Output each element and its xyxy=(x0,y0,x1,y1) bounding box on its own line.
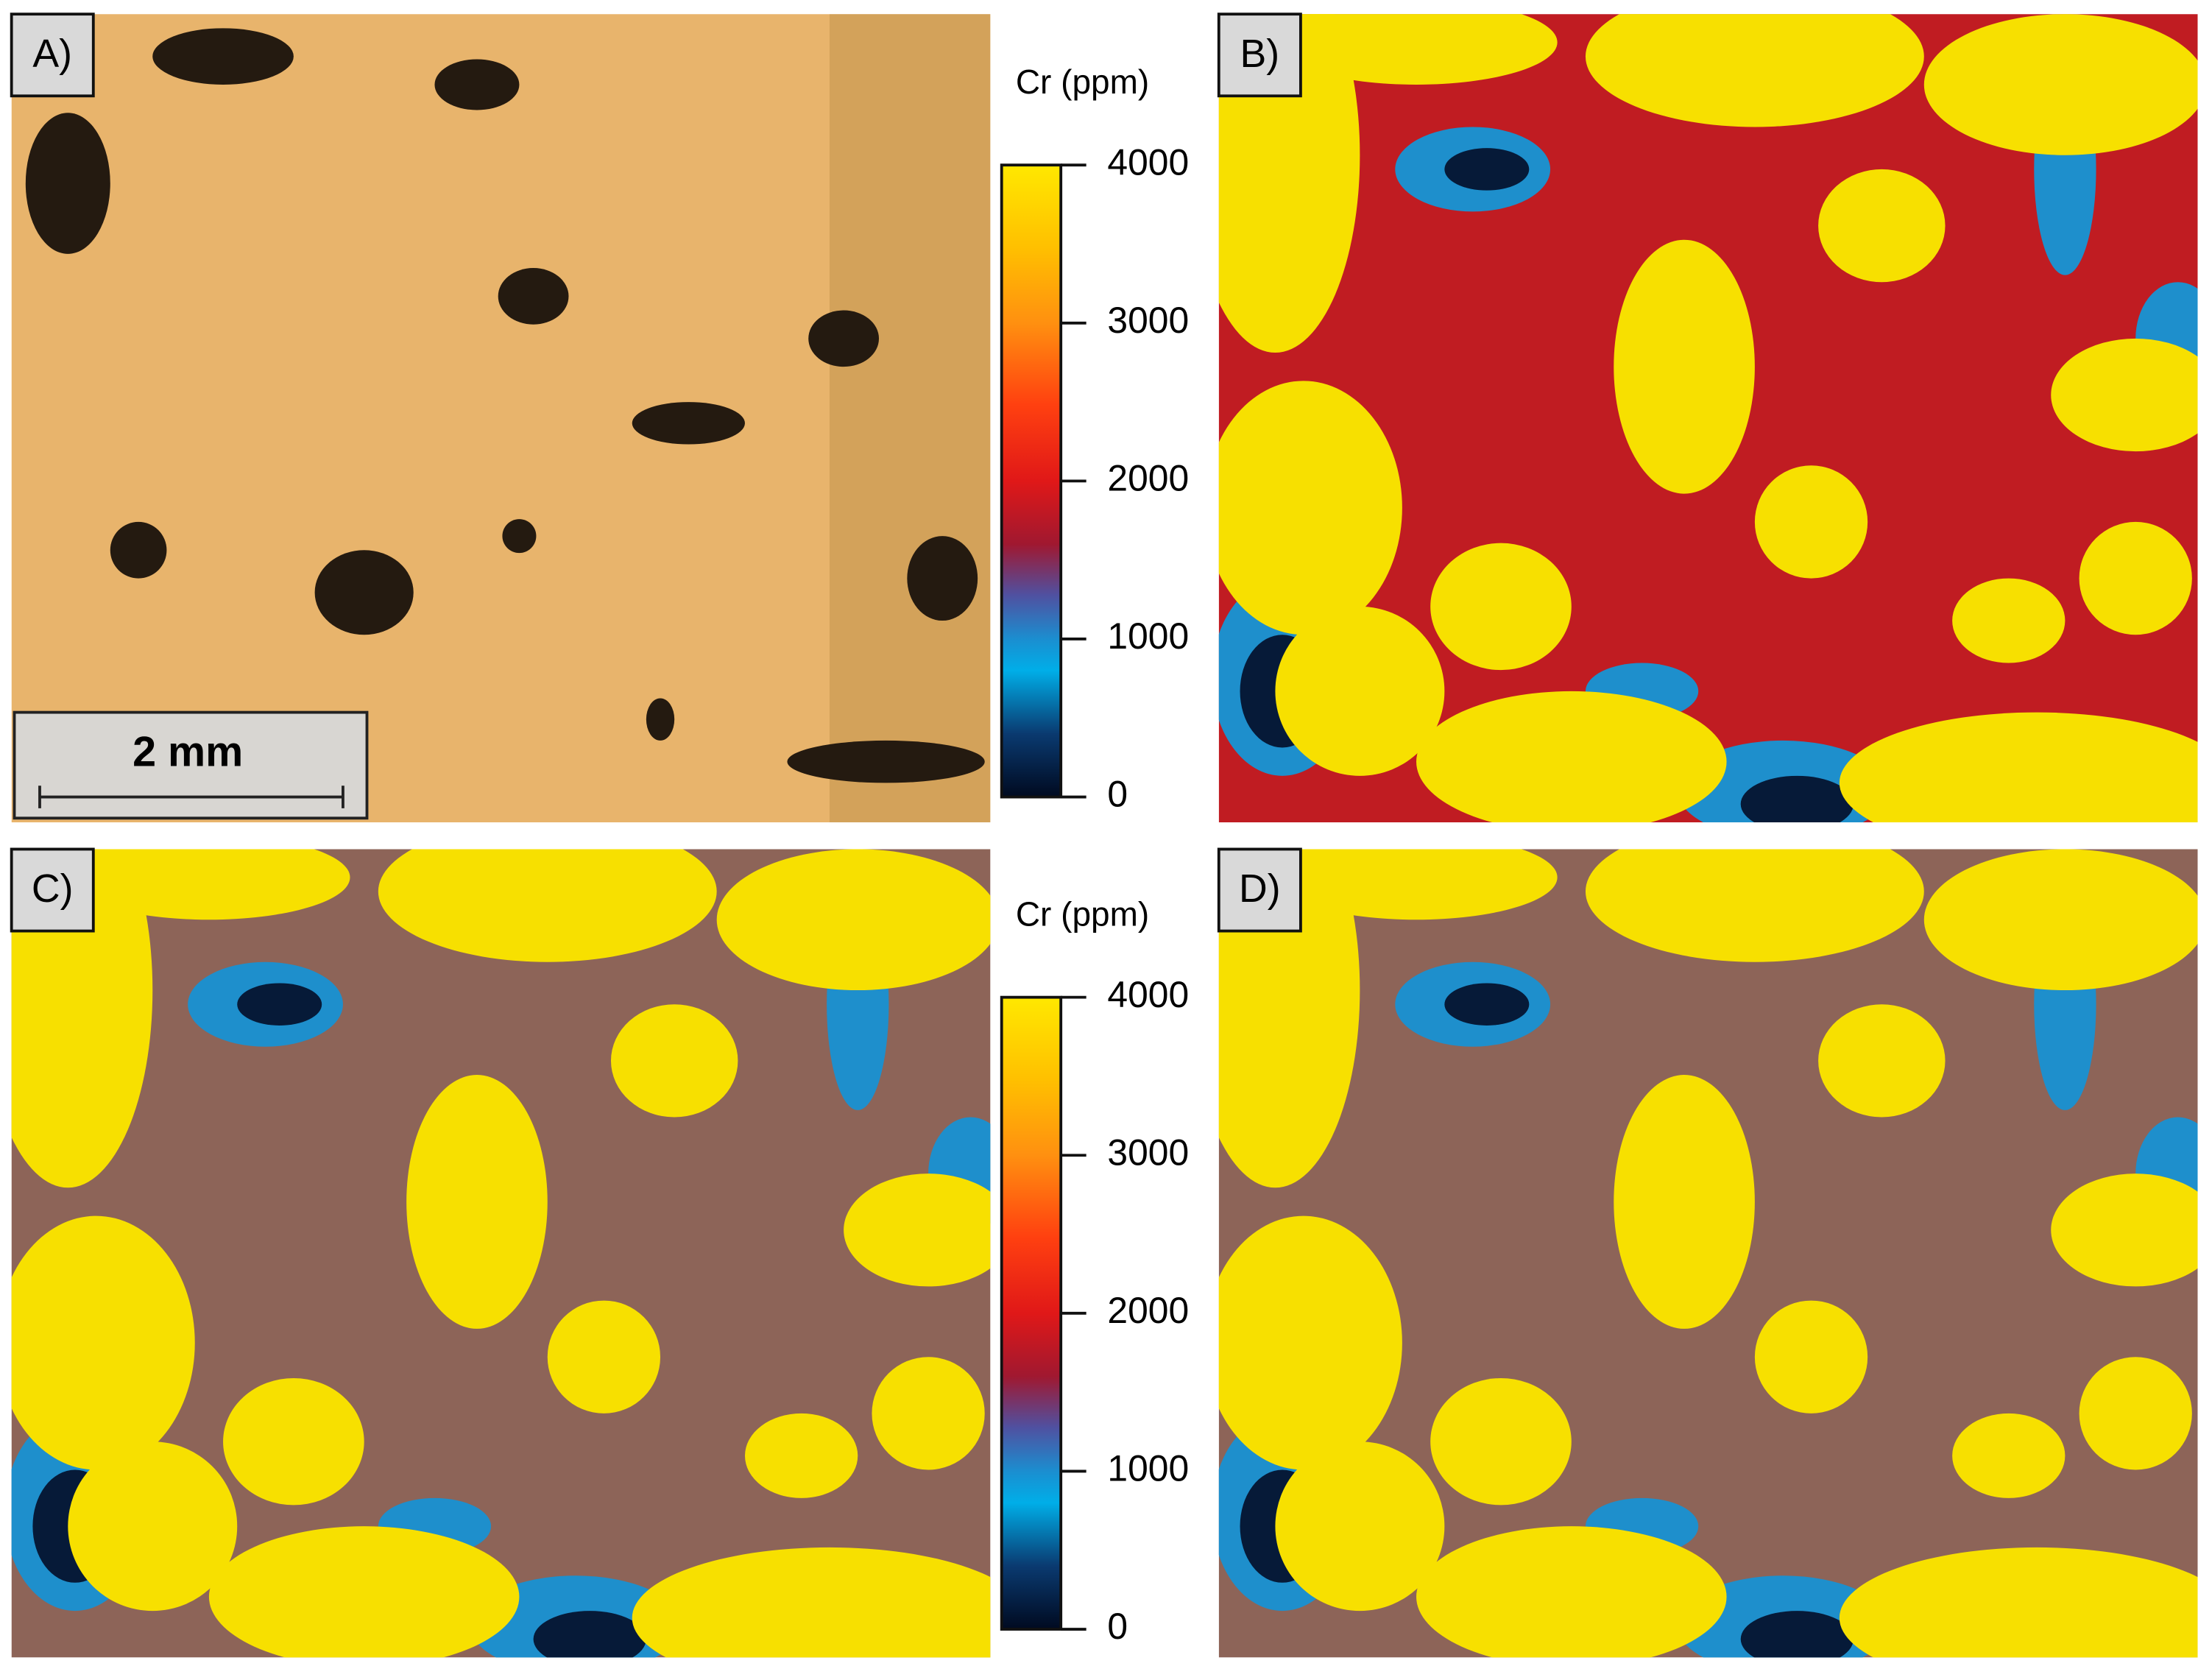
cr-map xyxy=(11,849,991,1658)
panel-label-box xyxy=(1217,13,1302,98)
cr-map xyxy=(1218,14,2198,823)
colorbar-label: Cr (ppm) xyxy=(1016,895,1149,933)
panel-label: D) xyxy=(1239,867,1281,911)
tick-label: 1000 xyxy=(1107,615,1189,657)
tick-label: 0 xyxy=(1107,1606,1128,1647)
tick-label: 2000 xyxy=(1107,458,1189,499)
tick-label: 0 xyxy=(1107,774,1128,815)
panel-label: C) xyxy=(32,867,74,911)
tick-label: 2000 xyxy=(1107,1290,1189,1331)
panel-label: A) xyxy=(32,32,72,76)
colorbar xyxy=(1000,995,1063,1631)
colorbar-label: Cr (ppm) xyxy=(1016,63,1149,101)
tick-label: 3000 xyxy=(1107,1132,1189,1173)
photomicrograph xyxy=(11,14,991,823)
tick-label: 4000 xyxy=(1107,141,1189,183)
scale-bar: 2 mm xyxy=(13,710,369,820)
panel-label-box xyxy=(10,847,95,933)
colorbar xyxy=(1000,163,1063,799)
panel-label: B) xyxy=(1240,32,1280,76)
cr-map xyxy=(1218,849,2198,1658)
tick-label: 1000 xyxy=(1107,1448,1189,1489)
scale-label: 2 mm xyxy=(132,728,243,775)
tick-label: 3000 xyxy=(1107,300,1189,341)
tick-label: 4000 xyxy=(1107,974,1189,1015)
panel-label-box xyxy=(1217,847,1302,933)
panel-label-box xyxy=(10,13,95,98)
